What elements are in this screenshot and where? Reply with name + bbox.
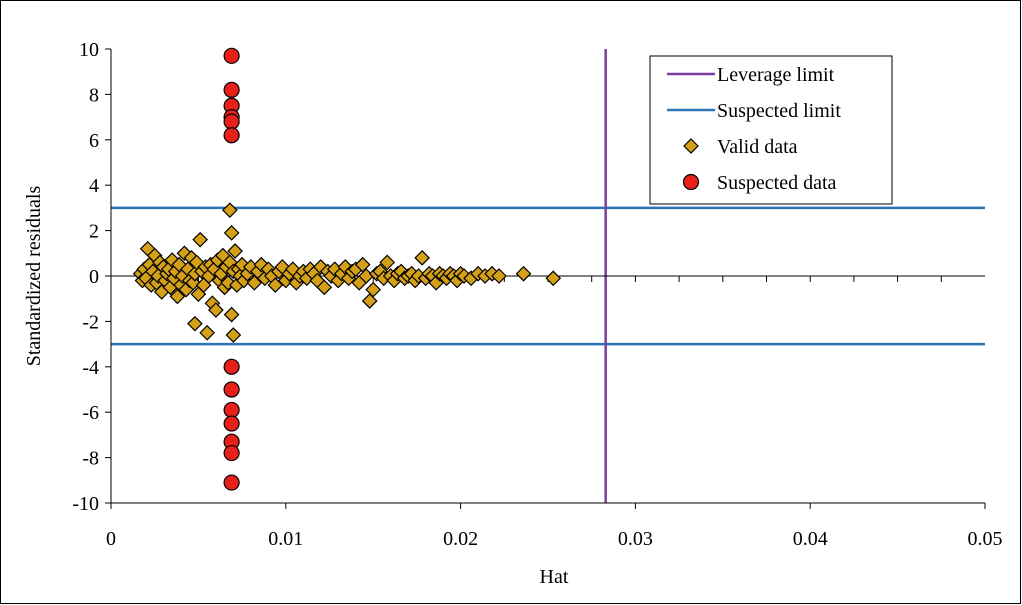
valid-data-point xyxy=(208,302,224,318)
y-tick-label: -4 xyxy=(82,357,99,379)
valid-data-point xyxy=(414,249,430,266)
valid-data-point xyxy=(169,288,186,305)
valid-data-point xyxy=(316,279,333,296)
x-axis-label: Hat xyxy=(540,566,569,588)
valid-data-point xyxy=(223,225,240,241)
suspected-data-point xyxy=(223,444,240,462)
suspected-data-point xyxy=(223,474,240,491)
valid-data-point xyxy=(267,277,284,293)
legend-circle-swatch xyxy=(682,173,700,191)
suspected-data-point xyxy=(223,47,240,64)
suspected-data-point xyxy=(223,113,240,130)
legend-label: Valid data xyxy=(717,136,798,158)
y-tick-label: -2 xyxy=(82,311,99,333)
valid-data-point xyxy=(246,274,263,291)
x-tick-label: 0 xyxy=(106,528,116,550)
valid-data-point xyxy=(225,327,242,343)
y-tick-label: 2 xyxy=(89,221,99,243)
valid-data-series xyxy=(132,202,562,343)
suspected-data-point xyxy=(223,358,240,375)
valid-data-point xyxy=(361,293,378,309)
suspected-data-point xyxy=(223,415,240,432)
y-tick-label: 8 xyxy=(89,84,99,106)
valid-data-point xyxy=(515,265,532,282)
valid-data-point xyxy=(227,243,243,259)
y-tick-label: -10 xyxy=(72,493,99,515)
legend-label: Suspected data xyxy=(717,172,837,194)
valid-data-point xyxy=(223,306,240,323)
suspected-data-point xyxy=(223,127,240,144)
y-tick-label: -8 xyxy=(82,448,99,470)
valid-data-point xyxy=(491,268,507,284)
suspected-data-point xyxy=(223,381,240,398)
y-tick-label: 10 xyxy=(79,39,99,61)
y-tick-label: -6 xyxy=(82,402,99,424)
legend-label: Leverage limit xyxy=(717,64,835,86)
suspected-data-series xyxy=(223,47,240,491)
valid-data-point xyxy=(545,270,562,287)
valid-data-point xyxy=(192,231,208,248)
x-tick-label: 0.04 xyxy=(793,528,828,550)
valid-data-point xyxy=(379,254,396,271)
valid-data-point xyxy=(187,315,203,332)
y-tick-label: 6 xyxy=(89,130,99,152)
x-tick-label: 0.03 xyxy=(618,528,653,550)
y-axis-label: Standardized residuals xyxy=(23,186,45,367)
x-tick-label: 0.01 xyxy=(268,528,303,550)
valid-data-point xyxy=(199,324,215,341)
legend-diamond-swatch xyxy=(683,138,699,154)
y-tick-label: 0 xyxy=(89,266,99,288)
x-tick-label: 0.02 xyxy=(443,528,478,550)
legend: Leverage limit Suspected limit Valid data S… xyxy=(649,55,893,205)
suspected-data-point xyxy=(223,81,240,98)
legend-label: Suspected limit xyxy=(717,100,841,122)
y-tick-labels: -10 -8 -6 -4 -2 0 2 4 6 8 10 xyxy=(72,39,99,515)
valid-data-point xyxy=(222,202,238,219)
y-tick-label: 4 xyxy=(89,175,99,197)
x-tick-labels: 0 0.01 0.02 0.03 0.04 0.05 xyxy=(106,528,1003,550)
suspected-data-point xyxy=(223,401,240,419)
x-tick-label: 0.05 xyxy=(968,528,1003,550)
valid-data-point xyxy=(365,281,382,298)
